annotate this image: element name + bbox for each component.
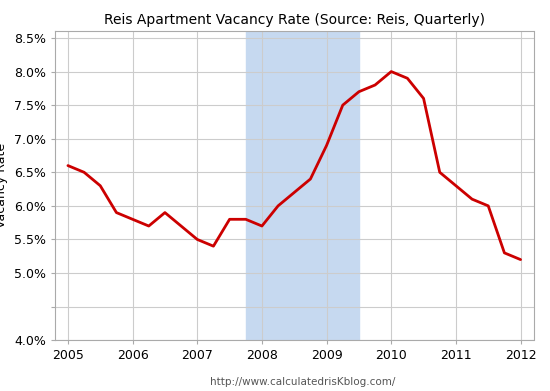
Y-axis label: Vacancy Rate: Vacancy Rate xyxy=(0,143,8,228)
Bar xyxy=(246,31,359,340)
Text: http://www.calculatedrisKblog.com/: http://www.calculatedrisKblog.com/ xyxy=(210,377,395,387)
Title: Reis Apartment Vacancy Rate (Source: Reis, Quarterly): Reis Apartment Vacancy Rate (Source: Rei… xyxy=(104,13,485,27)
